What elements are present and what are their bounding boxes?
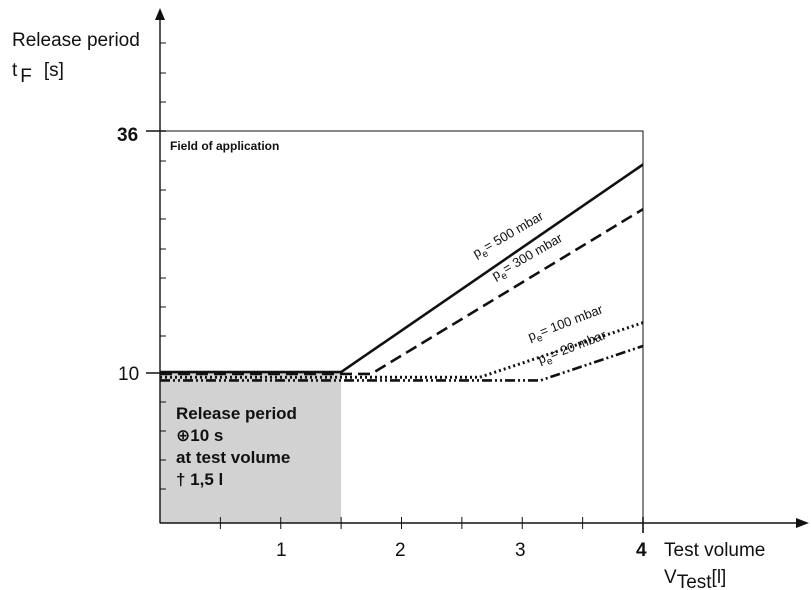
series-line-0 <box>160 163 644 374</box>
x-axis-ticks <box>219 517 644 533</box>
x-axis-arrow-icon <box>796 518 809 528</box>
x-tick-label-1: 1 <box>276 540 287 561</box>
region-text-line-2: ⊕10 s <box>176 426 223 445</box>
y-tick-label-10: 10 <box>118 364 139 385</box>
y-axis-label: Release period <box>12 30 140 51</box>
series-line-1 <box>160 208 644 376</box>
y-tick-label-36: 36 <box>117 125 138 146</box>
field-of-application-label: Field of application <box>170 139 279 153</box>
region-text-line-4: † 1,5 l <box>176 470 223 489</box>
y-axis-ticks <box>146 42 166 490</box>
x-tick-label-2: 2 <box>395 540 406 561</box>
region-text-line-1: Release period <box>176 404 297 423</box>
y-axis-symbol: t F [s] <box>12 60 64 87</box>
region-text-line-3: at test volume <box>176 448 290 467</box>
x-tick-label-3: 3 <box>515 540 526 561</box>
y-axis-arrow-icon <box>155 8 165 20</box>
series-line-2 <box>160 321 644 379</box>
series-lines <box>160 163 644 382</box>
release-period-region <box>160 372 342 523</box>
x-axis-symbol: VTest[l] <box>664 567 726 590</box>
x-axis-label: Test volume <box>664 540 765 561</box>
x-tick-label-4: 4 <box>636 540 647 561</box>
